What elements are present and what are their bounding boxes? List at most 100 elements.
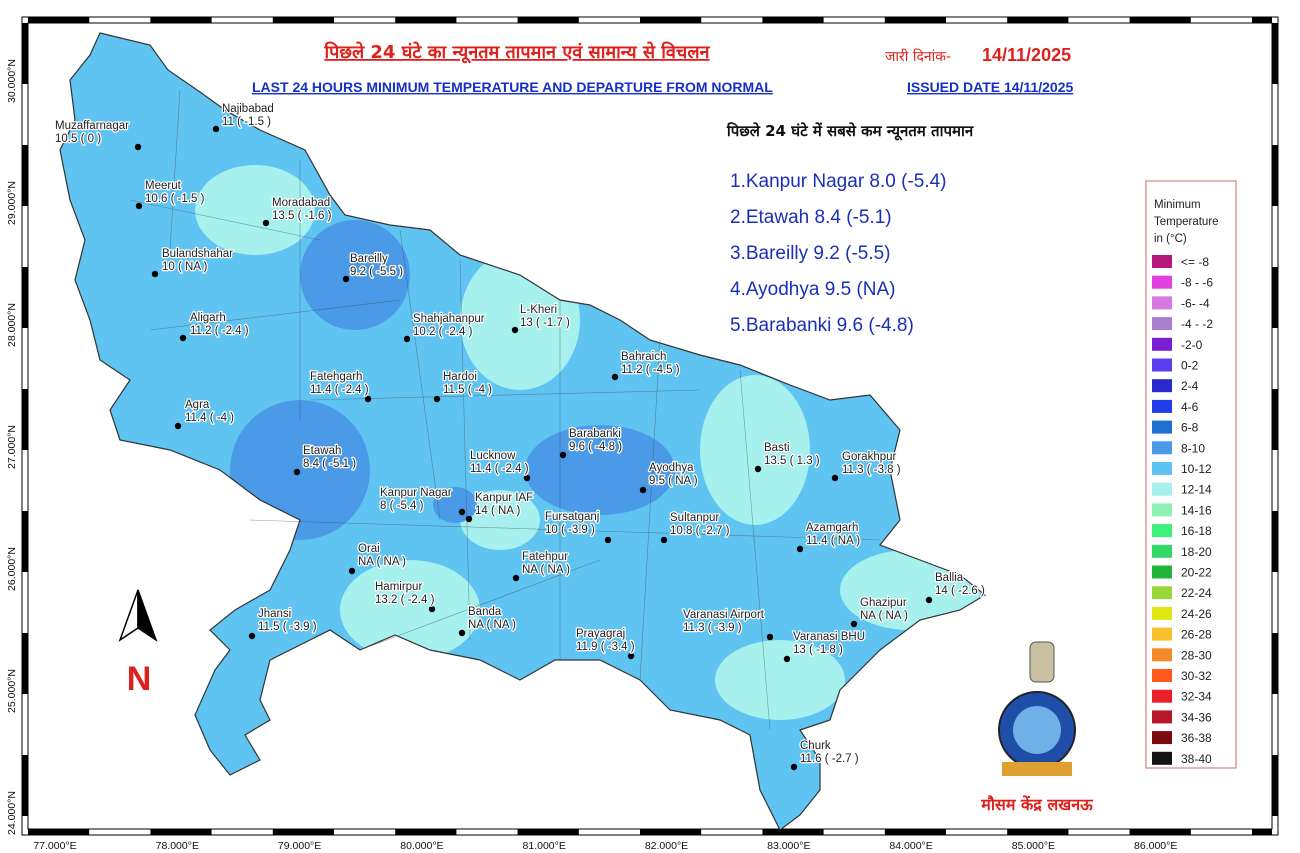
station-reading: 10.5 ( 0 ) [55, 133, 101, 145]
legend-swatch [1152, 524, 1172, 538]
legend-swatch [1152, 503, 1172, 517]
frame-tick [22, 755, 28, 816]
temp-zone-12-14 [460, 490, 540, 550]
station-dot [248, 632, 256, 640]
lowest-item: 3.Bareilly 9.2 (-5.5) [730, 243, 891, 264]
lat-label: 28.000°N [6, 303, 18, 347]
lon-label: 86.000°E [1134, 840, 1177, 852]
station-dot [151, 270, 159, 278]
legend-swatch [1152, 317, 1172, 331]
station-name: Fatehpur [522, 551, 568, 563]
legend-label: 4-6 [1181, 400, 1199, 414]
frame-tick [395, 829, 457, 835]
frame-tick [1129, 829, 1191, 835]
temp-zone-12-14 [340, 560, 480, 660]
station-reading: 10.8 ( -2.7 ) [670, 525, 730, 537]
frame-tick [272, 829, 334, 835]
frame-tick [272, 17, 334, 23]
station-name: Orai [358, 543, 380, 555]
station-name: Moradabad [272, 197, 330, 209]
station-reading: 8 ( -5.4 ) [380, 500, 424, 512]
frame-tick [762, 829, 824, 835]
station-name: Bahraich [621, 351, 666, 363]
frame-tick [1007, 829, 1069, 835]
legend-swatch [1152, 751, 1172, 765]
station-reading: NA ( NA ) [468, 619, 516, 631]
station-dot [212, 125, 220, 133]
station-name: Najibabad [222, 103, 274, 115]
legend-label: -8 - -6 [1181, 276, 1213, 290]
legend-swatch [1152, 358, 1172, 372]
station-reading: 11.9 ( -3.4 ) [576, 641, 635, 653]
lon-label: 82.000°E [645, 840, 688, 852]
frame-tick [22, 511, 28, 572]
imd-logo: मौसम केंद्र लखनऊ [980, 641, 1094, 814]
station-name: Kanpur Nagar [380, 487, 452, 499]
station-name: Ghazipur [860, 597, 907, 609]
station-dot [604, 536, 612, 544]
legend-swatch [1152, 482, 1172, 496]
logo-ribbon [1002, 762, 1072, 776]
frame-tick [1272, 145, 1278, 206]
station-reading: 11.6 ( -2.7 ) [800, 753, 859, 765]
station-name: Kanpur IAF [475, 492, 533, 504]
legend-label: 30-32 [1181, 669, 1212, 683]
station-reading: 13 ( -1.8 ) [793, 644, 843, 656]
station-dot [523, 474, 531, 482]
station-reading: 11.4 ( -4 ) [185, 412, 234, 424]
lowest-item: 1.Kanpur Nagar 8.0 (-5.4) [730, 171, 947, 192]
station-reading: 11 ( -1.5 ) [222, 116, 271, 128]
station-dot [512, 574, 520, 582]
frame-tick [1252, 829, 1272, 835]
station-name: Sultanpur [670, 512, 719, 524]
legend-title: in (°C) [1154, 233, 1187, 245]
legend-label: 28-30 [1181, 648, 1212, 662]
station-dot [766, 633, 774, 641]
station-dot [342, 275, 350, 283]
station-name: Varanasi BHU [793, 631, 865, 643]
legend-title: Temperature [1154, 216, 1219, 228]
temp-zone-12-14 [715, 640, 845, 720]
station-reading: 13.5 ( 1.3 ) [764, 455, 820, 467]
station-name: Bulandshahar [162, 248, 233, 260]
legend-label: 0-2 [1181, 359, 1199, 373]
legend-label: 18-20 [1181, 545, 1212, 559]
station-name: Basti [764, 442, 790, 454]
lat-label: 25.000°N [6, 669, 18, 713]
station-reading: 11.4 ( -2.4 ) [470, 463, 529, 475]
legend-label: 12-14 [1181, 483, 1212, 497]
frame-tick [150, 829, 212, 835]
station-name: Hamirpur [375, 581, 422, 593]
legend-swatch [1152, 441, 1172, 455]
legend-swatch [1152, 689, 1172, 703]
station-dot [660, 536, 668, 544]
station-dot [348, 567, 356, 575]
frame-tick [150, 17, 212, 23]
legend-label: 26-28 [1181, 628, 1212, 642]
frame-tick [1272, 267, 1278, 328]
lon-label: 84.000°E [889, 840, 932, 852]
station-reading: 11.2 ( -2.4 ) [190, 325, 249, 337]
station-name: Ayodhya [649, 462, 694, 474]
lowest-list: 1.Kanpur Nagar 8.0 (-5.4) 2.Etawah 8.4 (-… [730, 171, 947, 336]
station-name: Varanasi Airport [683, 609, 765, 621]
station-reading: 14 ( NA ) [475, 505, 521, 517]
frame-tick [1272, 633, 1278, 694]
station-dot [754, 465, 762, 473]
station-name: Gorakhpur [842, 451, 897, 463]
title-hindi: पिछले 24 घंटे का न्यूनतम तापमान एवं सामा… [323, 41, 710, 64]
station-reading: 10.6 ( -1.5 ) [145, 193, 205, 205]
legend-swatch [1152, 462, 1172, 475]
frame-tick [1252, 17, 1272, 23]
station-name: Jhansi [258, 608, 291, 620]
station-dot [293, 468, 301, 476]
frame-tick [1129, 17, 1191, 23]
station-reading: 11.4 ( NA ) [806, 535, 860, 547]
legend-label: 10-12 [1181, 462, 1212, 476]
legend-label: 36-38 [1181, 731, 1212, 745]
office-name: मौसम केंद्र लखनऊ [980, 795, 1094, 814]
legend-swatch [1152, 648, 1172, 662]
station-name: Etawah [303, 445, 341, 457]
frame-tick [884, 829, 946, 835]
